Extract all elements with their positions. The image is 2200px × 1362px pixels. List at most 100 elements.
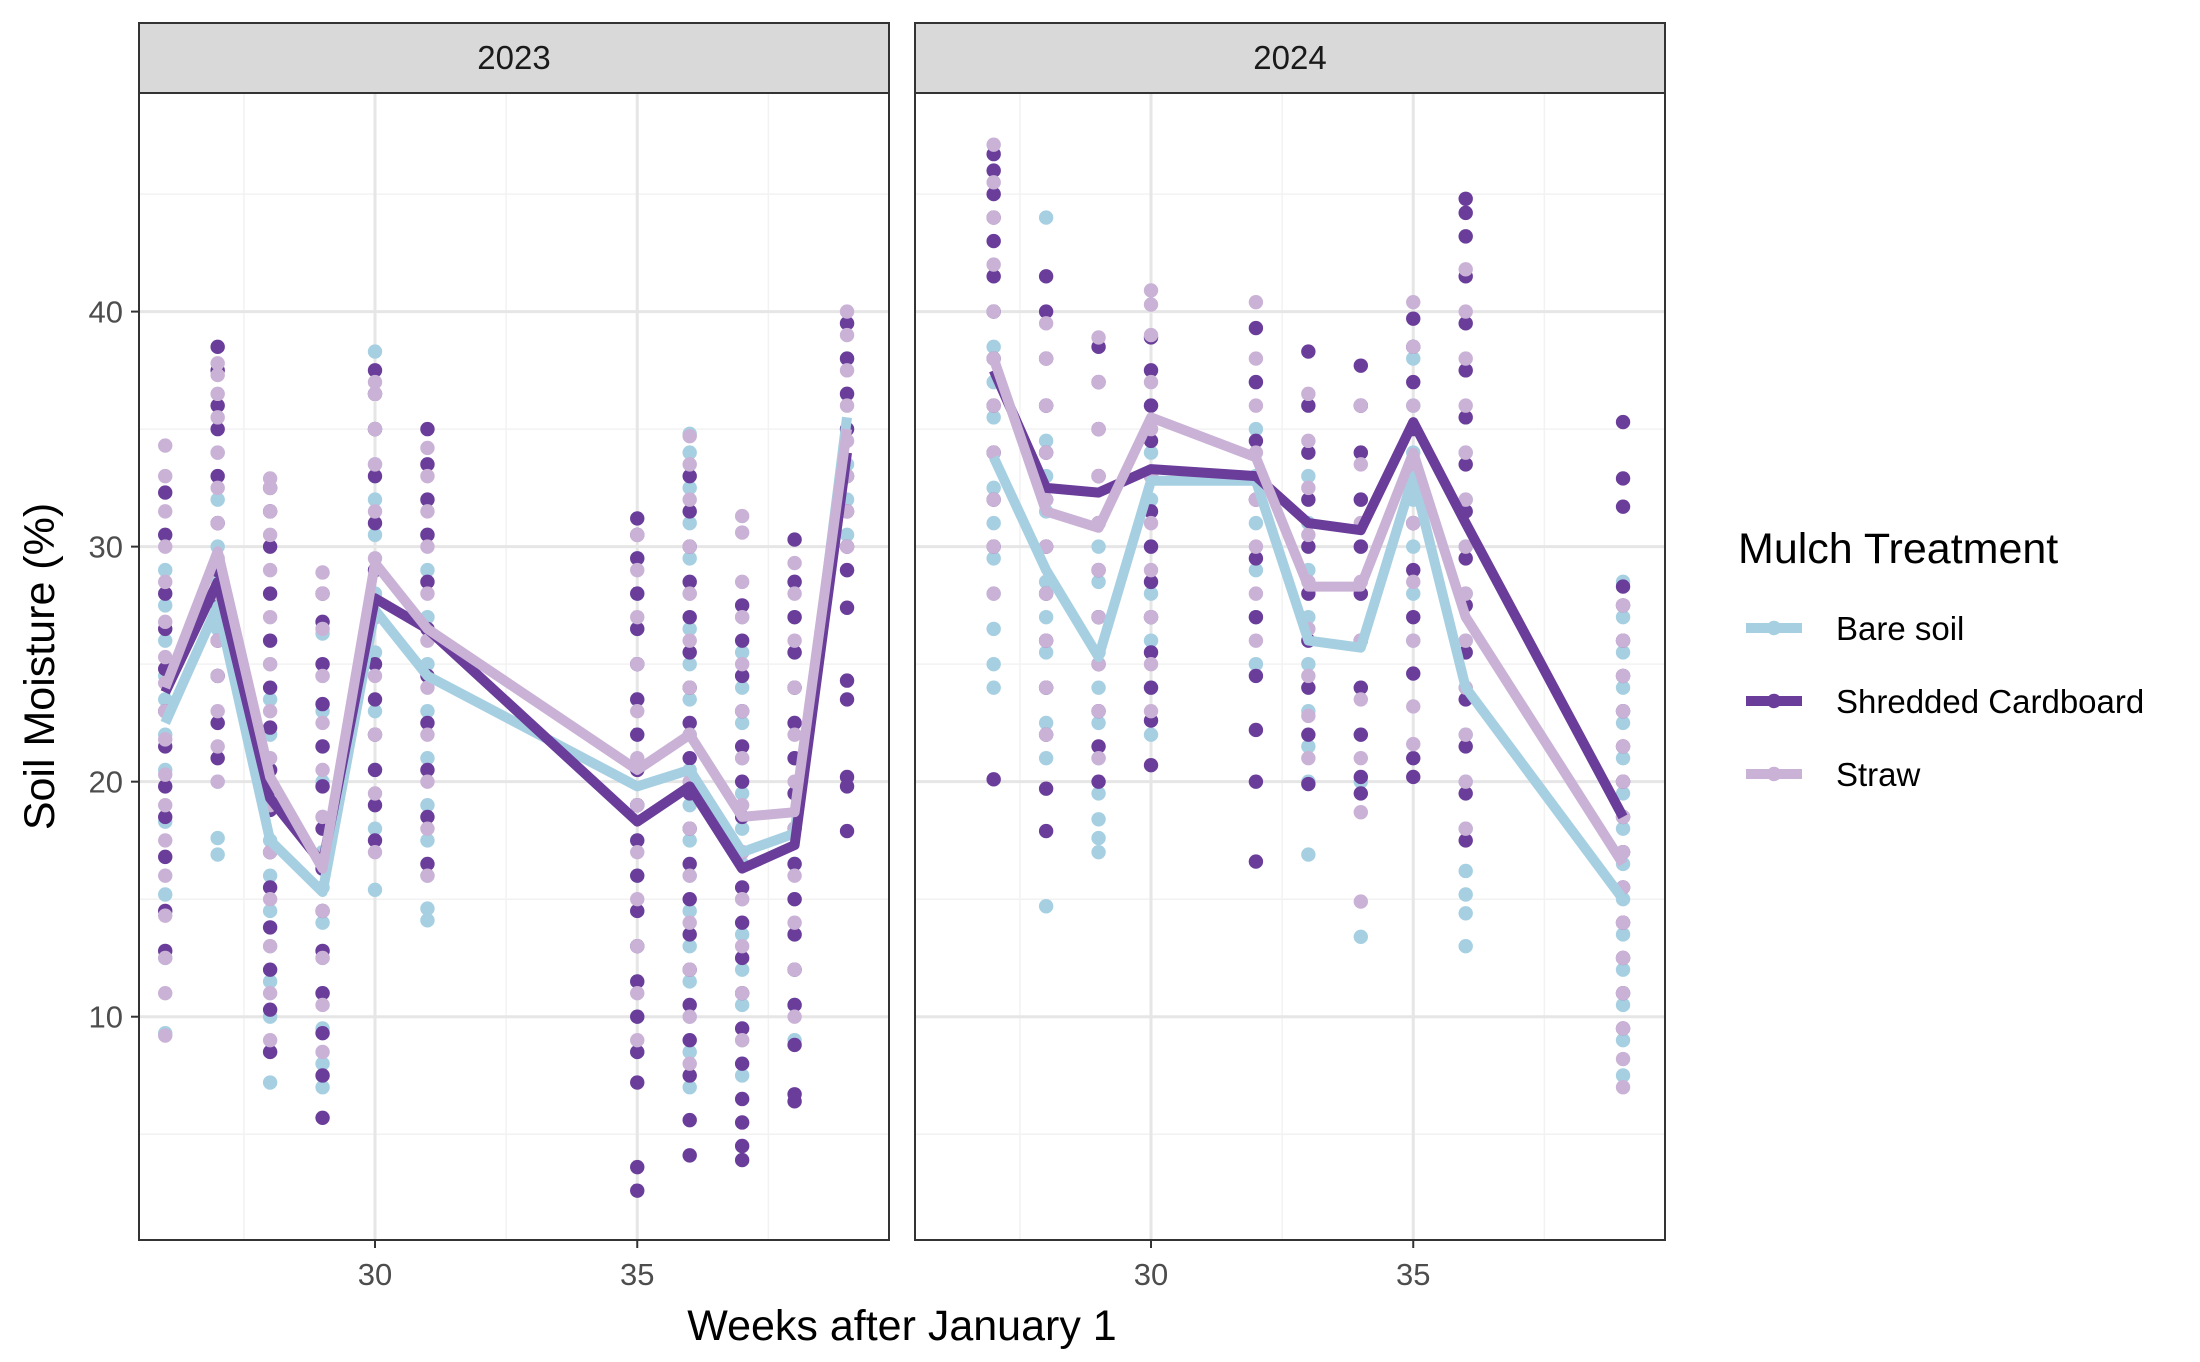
point-shredded-cardboard: [1038, 781, 1054, 796]
point-straw: [158, 468, 173, 484]
point-straw: [734, 891, 750, 907]
point-shredded-cardboard: [1301, 727, 1316, 742]
point-straw: [682, 428, 697, 444]
point-straw: [1406, 633, 1421, 648]
point-bare-soil: [420, 797, 435, 813]
point-straw: [630, 797, 645, 813]
point-shredded-cardboard: [1038, 269, 1054, 284]
point-straw: [1353, 398, 1369, 413]
point-shredded-cardboard: [1458, 229, 1473, 244]
point-straw: [787, 868, 802, 883]
point-straw: [1615, 986, 1631, 1001]
point-straw: [1458, 774, 1473, 789]
point-straw: [1615, 633, 1631, 648]
point-shredded-cardboard: [315, 1068, 330, 1083]
point-straw: [1301, 386, 1316, 402]
point-shredded-cardboard: [986, 269, 1001, 284]
point-bare-soil: [1143, 586, 1159, 601]
point-shredded-cardboard: [1458, 363, 1473, 378]
point-straw: [315, 950, 330, 966]
point-straw: [1038, 445, 1054, 460]
point-straw: [1038, 586, 1054, 601]
point-straw: [1458, 539, 1473, 554]
point-shredded-cardboard: [1248, 774, 1264, 789]
point-straw: [262, 656, 278, 672]
point-bare-soil: [986, 339, 1001, 355]
point-shredded-cardboard: [682, 609, 697, 625]
point-shredded-cardboard: [1038, 823, 1054, 839]
y-axis-title: Soil Moisture (%): [16, 503, 64, 830]
point-shredded-cardboard: [420, 809, 435, 825]
point-bare-soil: [1091, 539, 1106, 554]
point-shredded-cardboard: [1248, 374, 1264, 390]
point-straw: [839, 398, 855, 413]
point-straw: [630, 1033, 645, 1048]
point-shredded-cardboard: [1143, 574, 1159, 590]
point-straw: [210, 445, 225, 460]
point-shredded-cardboard: [210, 339, 225, 355]
point-straw: [682, 1009, 697, 1024]
point-bare-soil: [1091, 830, 1106, 846]
point-bare-soil: [210, 830, 225, 846]
point-straw: [1301, 708, 1316, 724]
point-bare-soil: [1615, 750, 1631, 766]
point-straw: [158, 1028, 173, 1043]
point-bare-soil: [734, 821, 750, 836]
point-straw: [1038, 633, 1054, 648]
point-straw: [682, 633, 697, 648]
point-bare-soil: [367, 703, 383, 719]
point-shredded-cardboard: [1406, 609, 1421, 625]
point-straw: [158, 797, 173, 813]
point-bare-soil: [420, 703, 435, 719]
point-straw: [1615, 668, 1631, 684]
point-straw: [1615, 703, 1631, 719]
point-straw: [1615, 1080, 1631, 1095]
point-straw: [1458, 262, 1473, 277]
point-straw: [1301, 668, 1316, 684]
point-bare-soil: [1038, 609, 1054, 625]
point-bare-soil: [1615, 715, 1631, 731]
point-shredded-cardboard: [839, 823, 855, 839]
point-straw: [682, 1056, 697, 1071]
point-shredded-cardboard: [986, 233, 1001, 249]
point-shredded-cardboard: [1301, 344, 1316, 359]
point-shredded-cardboard: [839, 692, 855, 707]
point-straw: [986, 586, 1001, 601]
point-shredded-cardboard: [158, 809, 173, 825]
point-straw: [367, 668, 383, 684]
point-straw: [420, 539, 435, 554]
point-shredded-cardboard: [1458, 410, 1473, 425]
point-straw: [787, 727, 802, 742]
point-bare-soil: [1615, 786, 1631, 801]
point-bare-soil: [1091, 715, 1106, 731]
point-straw: [1458, 351, 1473, 366]
point-bare-soil: [1615, 962, 1631, 977]
point-shredded-cardboard: [420, 762, 435, 778]
point-straw: [1143, 562, 1159, 578]
point-shredded-cardboard: [1353, 358, 1369, 373]
point-shredded-cardboard: [367, 762, 383, 778]
point-straw: [986, 137, 1001, 152]
point-shredded-cardboard: [262, 633, 278, 648]
point-straw: [734, 609, 750, 625]
point-straw: [986, 539, 1001, 554]
point-bare-soil: [682, 833, 697, 848]
point-straw: [986, 210, 1001, 225]
point-straw: [1615, 1051, 1631, 1067]
point-bare-soil: [158, 633, 173, 648]
point-shredded-cardboard: [367, 692, 383, 707]
point-bare-soil: [734, 715, 750, 731]
point-straw: [1458, 727, 1473, 742]
point-straw: [262, 986, 278, 1001]
point-shredded-cardboard: [682, 1148, 697, 1163]
point-straw: [986, 492, 1001, 507]
point-straw: [1248, 398, 1264, 413]
point-shredded-cardboard: [1301, 539, 1316, 554]
point-shredded-cardboard: [839, 769, 855, 785]
point-straw: [1143, 327, 1159, 343]
point-bare-soil: [682, 903, 697, 919]
point-shredded-cardboard: [1353, 727, 1369, 742]
point-shredded-cardboard: [1615, 579, 1631, 594]
point-shredded-cardboard: [1038, 304, 1054, 319]
strip-label-2024: 2024: [1253, 39, 1326, 76]
